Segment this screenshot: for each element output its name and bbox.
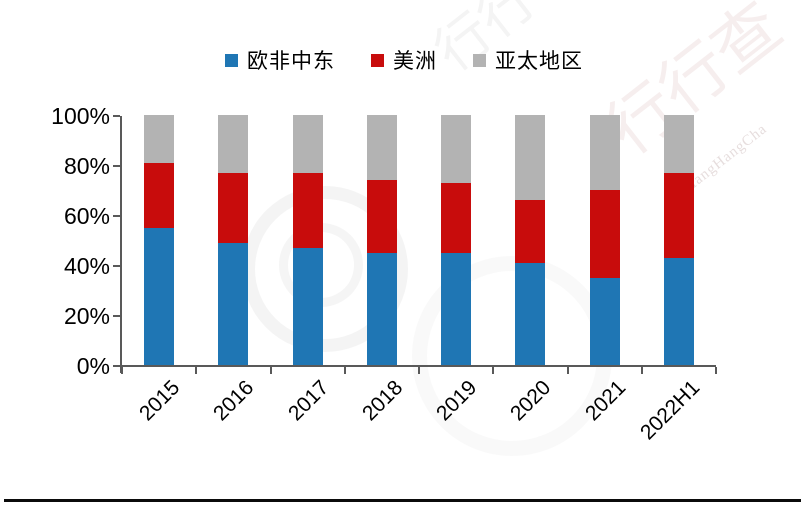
x-category-label-2021: 2021 [580, 376, 630, 426]
bar-segment-2021-欧非中东 [589, 277, 620, 365]
y-tick-label-80%: 80% [63, 153, 110, 179]
y-tick [113, 315, 120, 317]
bar-segment-2016-欧非中东 [218, 242, 249, 365]
bar-segment-2018-美洲 [366, 180, 397, 253]
x-tick [640, 367, 643, 374]
bar-segment-2020-美洲 [515, 200, 546, 263]
y-tick [113, 365, 120, 367]
bar-segment-2022H1-亚太地区 [663, 115, 694, 173]
bar-segment-2015-亚太地区 [144, 115, 175, 163]
bar-segment-2022H1-美洲 [663, 172, 694, 258]
legend-swatch-icon [371, 53, 384, 67]
bar-segment-2022H1-欧非中东 [663, 257, 694, 365]
legend: 欧非中东 美洲 亚太地区 [0, 44, 808, 76]
x-category-label-2015: 2015 [135, 376, 185, 426]
bar-stack-2016 [218, 115, 249, 365]
y-axis-labels: 100% 80% 60% 40% 20% 0% [0, 105, 112, 379]
y-tick [113, 265, 120, 267]
bar-stack-2019 [441, 115, 472, 365]
legend-swatch-icon [473, 53, 486, 67]
legend-label: 欧非中东 [247, 49, 335, 73]
bar-stack-2021 [589, 115, 620, 365]
legend-label: 美洲 [393, 49, 437, 73]
x-category-label-2017: 2017 [283, 376, 333, 426]
x-category-label-2019: 2019 [432, 376, 482, 426]
legend-swatch-icon [225, 53, 238, 67]
bar-segment-2016-亚太地区 [218, 115, 249, 173]
bar-segment-2021-亚太地区 [589, 115, 620, 190]
x-tick [418, 367, 420, 374]
x-tick [121, 367, 123, 374]
y-tick [113, 115, 120, 117]
bar-stack-2022H1 [663, 115, 694, 365]
y-tick-label-40%: 40% [63, 253, 110, 279]
x-category-label-2016: 2016 [209, 376, 259, 426]
legend-item-欧非中东: 欧非中东 [225, 45, 335, 75]
footer-rule [4, 499, 801, 502]
x-category-label-2020: 2020 [506, 376, 556, 426]
x-tick [343, 367, 346, 374]
bar-segment-2020-亚太地区 [515, 115, 546, 200]
y-tick-label-100%: 100% [51, 103, 110, 129]
y-tick [113, 215, 120, 217]
bar-segment-2021-美洲 [589, 190, 620, 278]
y-tick-label-20%: 20% [63, 303, 110, 329]
x-category-label-2022H1: 2022H1 [635, 376, 705, 445]
bar-segment-2019-欧非中东 [441, 252, 472, 365]
bar-segment-2017-欧非中东 [292, 247, 323, 365]
bar-segment-2017-美洲 [292, 172, 323, 248]
bar-segment-2018-欧非中东 [366, 252, 397, 365]
x-tick [492, 367, 495, 374]
x-tick [715, 367, 717, 374]
y-axis-line [120, 116, 122, 373]
bar-stack-2017 [292, 115, 323, 365]
plot-area [113, 115, 717, 374]
x-category-label-2018: 2018 [357, 376, 408, 426]
x-tick [269, 367, 272, 374]
bar-segment-2015-欧非中东 [144, 227, 175, 365]
legend-label: 亚太地区 [495, 49, 583, 73]
bar-segment-2020-欧非中东 [515, 262, 546, 365]
bar-segment-2016-美洲 [218, 172, 249, 243]
bar-segment-2018-亚太地区 [366, 115, 397, 180]
bar-stack-2018 [366, 115, 397, 365]
bar-segment-2017-亚太地区 [292, 115, 323, 173]
y-tick [113, 165, 120, 167]
x-tick [566, 367, 569, 374]
bar-segment-2019-美洲 [441, 182, 472, 253]
y-tick-label-60%: 60% [63, 203, 110, 229]
x-tick [195, 367, 198, 374]
bar-stack-2015 [144, 115, 175, 365]
legend-item-美洲: 美洲 [371, 45, 437, 75]
x-axis-line [120, 365, 716, 367]
bar-stack-2020 [515, 115, 546, 365]
bar-segment-2015-美洲 [144, 162, 175, 228]
legend-item-亚太地区: 亚太地区 [473, 45, 583, 75]
y-tick-label-0%: 0% [76, 353, 110, 379]
bar-segment-2019-亚太地区 [441, 115, 472, 183]
